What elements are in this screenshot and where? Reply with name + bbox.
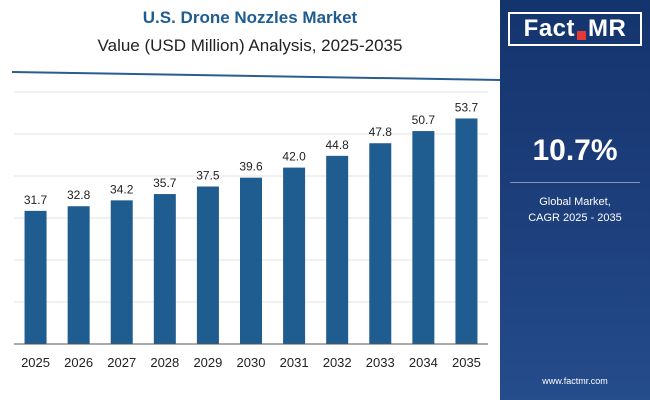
tick-label-2031: 2031	[280, 355, 309, 370]
header-divider-line	[11, 71, 500, 81]
value-label-2033: 47.8	[369, 125, 393, 139]
cagr-label-line2: CAGR 2025 - 2035	[528, 212, 622, 224]
value-label-2032: 44.8	[326, 138, 350, 152]
tick-label-2035: 2035	[452, 355, 481, 370]
cagr-value: 10.7%	[532, 134, 618, 167]
tick-label-2032: 2032	[323, 355, 352, 370]
tick-label-2028: 2028	[150, 355, 179, 370]
tick-label-2027: 2027	[107, 355, 136, 370]
x-tick-labels: 2025 2026 2027 2028 2029 2030 2031 2032 2033 2034…	[21, 355, 481, 370]
value-label-2026: 32.8	[67, 188, 91, 202]
sidebar-divider	[510, 182, 640, 183]
value-label-2028: 35.7	[153, 176, 177, 190]
tick-label-2026: 2026	[64, 355, 93, 370]
cagr-label: Global Market, CAGR 2025 - 2035	[500, 194, 650, 226]
tick-label-2029: 2029	[193, 355, 222, 370]
bar-2030	[240, 177, 262, 344]
value-label-2035: 53.7	[455, 100, 479, 114]
logo-dot-icon	[577, 30, 587, 40]
value-labels: 31.7 32.8 34.2 35.7 37.5 39.6 42.0 44.8 47.8 50.7…	[24, 100, 479, 206]
bar-2028	[153, 194, 176, 344]
bars	[24, 118, 478, 345]
bar-2029	[196, 186, 219, 344]
bar-chart: 31.7 32.8 34.2 35.7 37.5 39.6 42.0 44.8 47.8 50.7…	[11, 71, 500, 370]
logo-text-mr: MR	[588, 15, 627, 42]
sidebar-panel: Fact MR 10.7% Global Market, CAGR 2025 -…	[500, 0, 650, 400]
chart-subtitle: Value (USD Million) Analysis, 2025-2035	[97, 36, 403, 55]
bar-2032	[326, 155, 349, 344]
bar-2031	[283, 167, 306, 344]
logo-text-fact: Fact	[523, 15, 576, 42]
chart-title: U.S. Drone Nozzles Market	[142, 8, 358, 27]
bar-2026	[67, 206, 90, 344]
cagr-label-line1: Global Market,	[539, 196, 611, 208]
value-label-2031: 42.0	[282, 150, 306, 164]
website-url: www.factmr.com	[542, 376, 608, 386]
value-label-2025: 31.7	[24, 193, 48, 207]
tick-label-2030: 2030	[237, 355, 266, 370]
tick-label-2034: 2034	[409, 355, 438, 370]
bar-2034	[412, 131, 435, 344]
bar-2035	[455, 118, 478, 345]
bar-2033	[369, 143, 392, 344]
value-label-2029: 37.5	[196, 169, 220, 183]
factmr-logo: Fact MR	[508, 12, 642, 46]
bar-2027	[110, 200, 133, 344]
value-label-2034: 50.7	[412, 113, 436, 127]
tick-label-2025: 2025	[21, 355, 50, 370]
tick-label-2033: 2033	[366, 355, 395, 370]
value-label-2030: 39.6	[239, 160, 263, 174]
value-label-2027: 34.2	[110, 182, 134, 196]
bar-2025	[24, 210, 47, 344]
